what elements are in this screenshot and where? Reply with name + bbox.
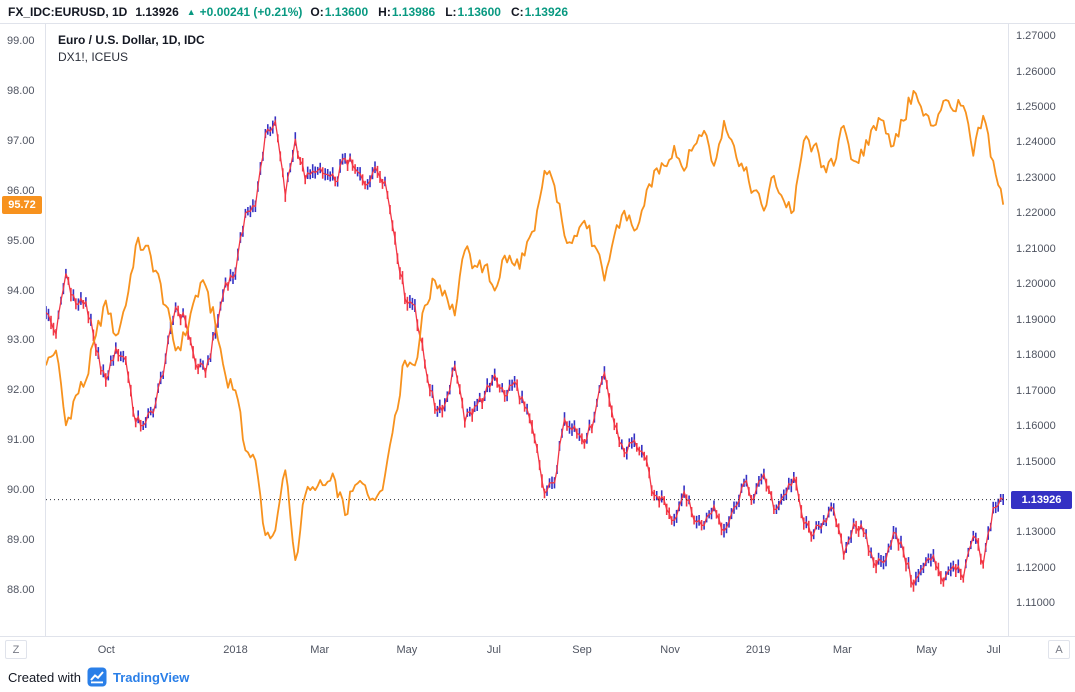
right-axis-tick: 1.13000 xyxy=(1016,526,1056,539)
last-price: 1.13926 xyxy=(135,4,179,19)
left-axis-tick: 95.00 xyxy=(7,234,35,247)
right-price-axis[interactable]: 1.27000 1.26000 1.25000 1.24000 1.23000 1.220… xyxy=(1008,24,1075,636)
right-axis-tick: 1.15000 xyxy=(1016,455,1056,468)
left-axis-tick: 99.00 xyxy=(7,34,35,47)
time-axis-tick: Mar xyxy=(310,644,330,656)
right-axis-tick: 1.21000 xyxy=(1016,242,1056,255)
ohlc-values: O: 1.13600 H: 1.13986 L: 1.13600 C: 1.13926 xyxy=(310,5,568,19)
chart-plot[interactable]: Euro / U.S. Dollar, 1D, IDC DX1!, ICEUS xyxy=(46,24,1008,636)
ohlc-pair: H: 1.13986 xyxy=(378,5,435,19)
time-axis-tick: Jul xyxy=(486,644,501,656)
ohlc-label: H: xyxy=(378,4,391,19)
left-axis-tick: 98.00 xyxy=(7,84,35,97)
symbol-title[interactable]: FX_IDC:EURUSD, 1D xyxy=(8,4,128,19)
chart-legend: Euro / U.S. Dollar, 1D, IDC DX1!, ICEUS xyxy=(58,32,205,66)
ohlc-value: 1.13600 xyxy=(457,4,501,19)
left-price-axis[interactable]: 99.00 98.00 97.00 96.00 95.00 94.00 93.00 92.00… xyxy=(0,24,46,636)
price-change: ▲ +0.00241 (+0.21%) xyxy=(187,5,303,19)
time-axis[interactable]: Z A Oct 2018 Mar May Jul Sep Nov 2019 Mar May Jul xyxy=(0,636,1075,662)
right-axis-tick: 1.18000 xyxy=(1016,349,1056,362)
legend-overlay-symbol[interactable]: DX1!, ICEUS xyxy=(58,50,129,64)
symbol-header: FX_IDC:EURUSD, 1D 1.13926 ▲ +0.00241 (+0… xyxy=(0,0,1075,24)
time-axis-tick: Sep xyxy=(572,644,592,656)
time-axis-tick: 2018 xyxy=(223,644,248,656)
ohlc-label: O: xyxy=(310,4,324,19)
right-axis-tick: 1.26000 xyxy=(1016,65,1056,78)
time-axis-tick: May xyxy=(396,644,418,656)
ohlc-value: 1.13986 xyxy=(391,4,436,19)
left-axis-tick: 94.00 xyxy=(7,284,35,297)
price-chart-canvas[interactable] xyxy=(46,24,1008,636)
left-axis-tick: 93.00 xyxy=(7,334,35,347)
right-axis-tick: 1.12000 xyxy=(1016,561,1056,574)
tradingview-logo-icon[interactable] xyxy=(87,667,107,687)
right-axis-tick: 1.16000 xyxy=(1016,420,1056,433)
left-axis-tick: 92.00 xyxy=(7,384,35,397)
left-axis-tick: 88.00 xyxy=(7,584,35,597)
change-value: +0.00241 (+0.21%) xyxy=(199,4,303,19)
created-with-text: Created with xyxy=(8,669,81,685)
ohlc-label: C: xyxy=(510,4,524,19)
auto-scale-button[interactable]: A xyxy=(1048,640,1070,659)
ohlc-pair: C: 1.13926 xyxy=(511,5,568,19)
ohlc-pair: O: 1.13600 xyxy=(310,5,368,19)
right-axis-tick: 1.22000 xyxy=(1016,207,1056,220)
time-axis-tick: Oct xyxy=(97,644,115,656)
dxy-price-badge: 95.72 xyxy=(2,195,42,214)
right-axis-tick: 1.25000 xyxy=(1016,100,1056,113)
right-axis-tick: 1.17000 xyxy=(1016,384,1056,397)
right-axis-tick: 1.27000 xyxy=(1016,30,1056,43)
time-axis-tick: Nov xyxy=(660,644,680,656)
left-axis-tick: 91.00 xyxy=(7,434,35,447)
time-axis-tick: Mar xyxy=(832,644,852,656)
ohlc-pair: L: 1.13600 xyxy=(445,5,501,19)
time-axis-tick: May xyxy=(916,644,937,656)
chart-main-area: 99.00 98.00 97.00 96.00 95.00 94.00 93.00 92.00… xyxy=(0,24,1075,636)
tradingview-wordmark[interactable]: TradingView xyxy=(112,669,190,685)
left-axis-tick: 90.00 xyxy=(7,484,35,497)
left-axis-tick: 97.00 xyxy=(7,134,35,147)
ohlc-label: L: xyxy=(445,4,457,19)
legend-main-symbol[interactable]: Euro / U.S. Dollar, 1D, IDC xyxy=(58,33,205,47)
ohlc-value: 1.13600 xyxy=(324,4,369,19)
eurusd-price-badge: 1.13926 xyxy=(1011,490,1072,509)
right-axis-tick: 1.19000 xyxy=(1016,313,1056,326)
up-arrow-icon: ▲ xyxy=(186,6,196,17)
time-axis-tick: 2019 xyxy=(745,644,771,656)
left-axis-tick: 96.00 xyxy=(7,184,35,197)
ohlc-value: 1.13926 xyxy=(524,4,568,19)
left-axis-tick: 89.00 xyxy=(7,534,35,547)
right-axis-tick: 1.11000 xyxy=(1016,597,1055,610)
timezone-button[interactable]: Z xyxy=(5,640,27,659)
time-axis-tick: Jul xyxy=(986,644,1001,656)
right-axis-tick: 1.20000 xyxy=(1016,278,1056,291)
right-axis-tick: 1.24000 xyxy=(1016,136,1056,149)
attribution-footer: Created with TradingView xyxy=(0,662,1075,692)
right-axis-tick: 1.23000 xyxy=(1016,171,1056,184)
